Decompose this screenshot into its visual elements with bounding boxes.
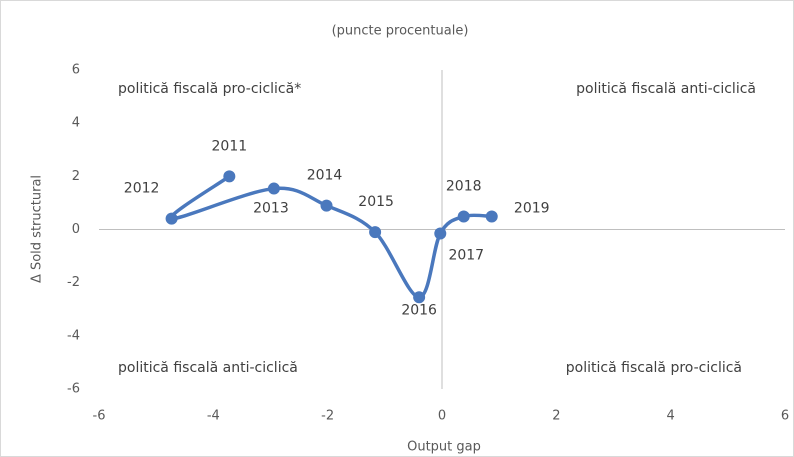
x-tick-label: 4 <box>667 409 675 424</box>
point-label: 2011 <box>212 138 248 154</box>
point-label: 2016 <box>401 302 437 318</box>
point-label: 2019 <box>514 200 550 216</box>
point <box>485 210 498 223</box>
y-axis-title: Δ Sold structural <box>30 175 45 283</box>
point <box>369 226 382 239</box>
y-tick-label: -4 <box>67 328 80 343</box>
x-tick-label: -2 <box>321 409 334 424</box>
point <box>434 227 447 240</box>
point-label: 2017 <box>448 247 484 263</box>
x-tick-label: 2 <box>552 409 560 424</box>
quadrant-label: politică fiscală anti-ciclică <box>118 360 298 376</box>
x-tick-label: 6 <box>781 409 789 424</box>
point <box>320 199 333 212</box>
point-label: 2012 <box>124 181 160 197</box>
quadrant-label: politică fiscală pro-ciclică <box>566 360 742 376</box>
x-tick-label: -6 <box>93 409 106 424</box>
chart-subtitle: (puncte procentuale) <box>332 24 469 39</box>
point-label: 2013 <box>253 201 289 217</box>
quadrant-label: politică fiscală anti-ciclică <box>576 81 756 97</box>
point-label: 2018 <box>446 178 482 194</box>
x-axis-title: Output gap <box>407 440 481 455</box>
point-label: 2014 <box>307 168 343 184</box>
y-tick-label: 4 <box>72 116 80 131</box>
y-tick-label: 2 <box>72 169 80 184</box>
y-tick-label: -6 <box>67 382 80 397</box>
y-tick-label: 6 <box>72 63 80 78</box>
point <box>267 182 280 195</box>
point-label: 2015 <box>358 194 394 210</box>
quadrant-label: politică fiscală pro-ciclică* <box>118 81 301 97</box>
x-tick-label: 0 <box>438 409 446 424</box>
point <box>165 212 178 225</box>
point <box>413 291 426 304</box>
x-tick-label: -4 <box>207 409 220 424</box>
point <box>223 170 236 183</box>
y-tick-label: 0 <box>72 222 80 237</box>
y-tick-label: -2 <box>67 275 80 290</box>
point <box>457 210 470 223</box>
